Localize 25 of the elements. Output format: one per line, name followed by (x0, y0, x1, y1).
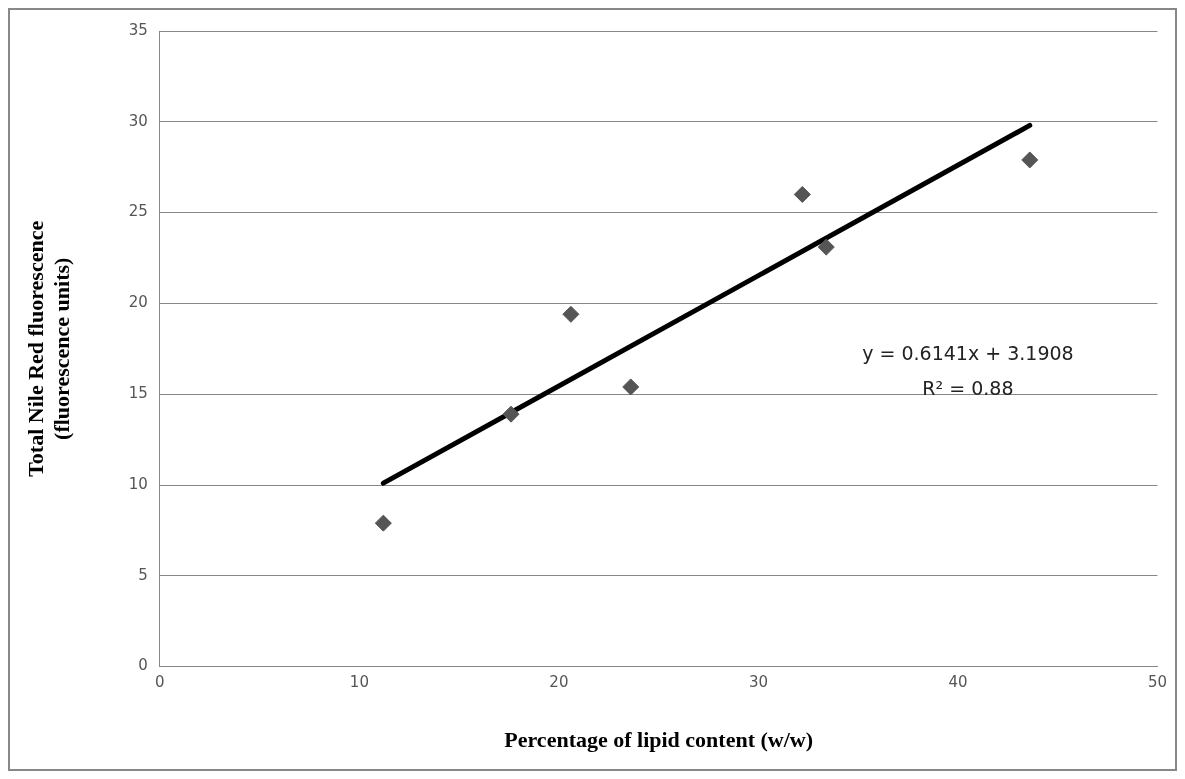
x-tick-label: 0 (155, 673, 165, 692)
x-tick-label: 10 (349, 673, 369, 692)
point (1021, 151, 1039, 169)
annotation: R² = 0.88 (922, 377, 1014, 400)
y-tick-label: 15 (128, 384, 148, 403)
point (793, 185, 811, 203)
y-tick-label: 10 (128, 474, 148, 493)
x-tick-label: 20 (549, 673, 569, 692)
annotation: y = 0.6141x + 3.1908 (862, 342, 1074, 365)
y-tick-label: 20 (128, 293, 148, 312)
point (562, 305, 580, 323)
y-tick-label: 0 (138, 656, 148, 675)
y-tick-label: 35 (128, 20, 148, 39)
point (374, 514, 392, 532)
x-tick-label: 30 (748, 673, 768, 692)
x-axis-title: Percentage of lipid content (w/w) (504, 727, 814, 753)
y-tick-label: 30 (128, 111, 148, 130)
y-tick-label: 25 (128, 202, 148, 221)
point (622, 378, 640, 396)
x-tick-label: 40 (948, 673, 968, 692)
y-tick-label: 5 (138, 565, 148, 584)
point (502, 405, 520, 423)
y-axis-title: Total Nile Red fluorescence (fluorescence units) (22, 220, 75, 477)
point (817, 238, 835, 256)
x-tick-label: 50 (1147, 673, 1167, 692)
